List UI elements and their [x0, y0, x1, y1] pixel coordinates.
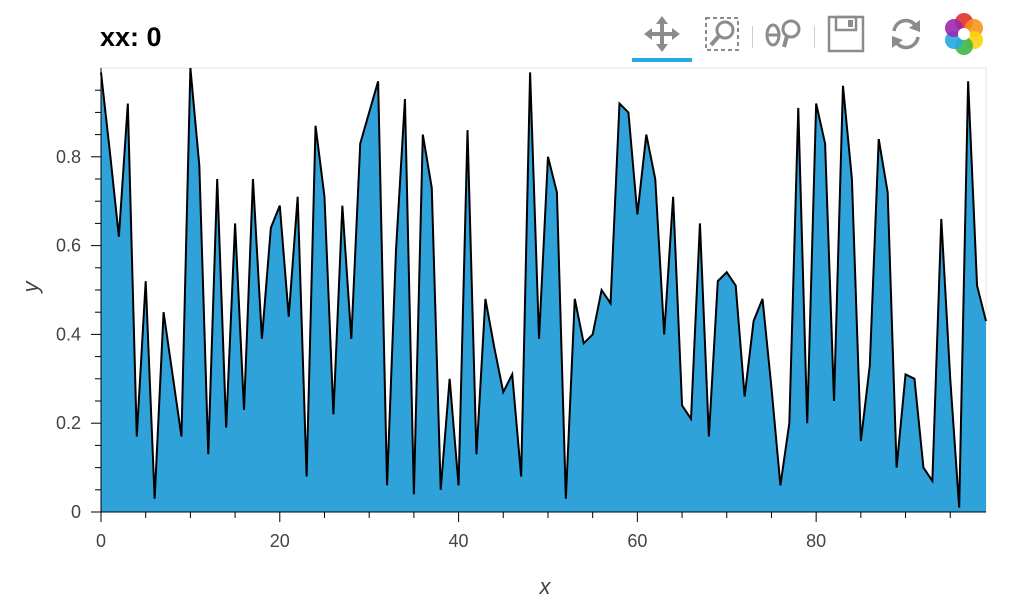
x-tick-label: 40	[449, 531, 469, 551]
y-tick-label: 0	[71, 502, 81, 522]
toolbar	[628, 6, 998, 62]
reset-tool-button[interactable]	[878, 6, 934, 62]
pan-tool-button[interactable]	[634, 6, 690, 62]
bokeh-logo-link[interactable]	[936, 6, 992, 62]
reset-icon	[892, 18, 920, 50]
box-zoom-icon	[705, 17, 739, 51]
y-axis: 0 0.2 0.4 0.6 0.8	[56, 89, 101, 522]
wheel-zoom-icon	[765, 19, 801, 48]
x-axis-label: x	[539, 574, 552, 599]
bokeh-logo-icon	[945, 13, 983, 55]
active-tool-indicator	[632, 58, 692, 62]
y-tick-label: 0.8	[56, 147, 81, 167]
y-axis-label: y	[18, 280, 43, 295]
pan-icon	[644, 16, 680, 52]
y-tick-label: 0.6	[56, 236, 81, 256]
y-tick-label: 0.2	[56, 413, 81, 433]
plot-frame	[100, 67, 987, 513]
y-tick-label: 0.4	[56, 324, 81, 344]
area-line	[100, 67, 987, 508]
x-tick-label: 60	[627, 531, 647, 551]
toolbar-divider	[752, 26, 753, 48]
box-zoom-tool-button[interactable]	[694, 6, 750, 62]
area-fill	[101, 68, 986, 512]
x-tick-label: 0	[96, 531, 106, 551]
save-icon	[827, 15, 865, 53]
x-axis: 0 20 40 60 80	[96, 512, 951, 551]
plot-title: xx: 0	[100, 22, 162, 52]
x-tick-label: 20	[270, 531, 290, 551]
x-tick-label: 80	[806, 531, 826, 551]
wheel-zoom-tool-button[interactable]	[756, 6, 812, 62]
save-tool-button[interactable]	[818, 6, 874, 62]
toolbar-divider	[814, 26, 815, 48]
